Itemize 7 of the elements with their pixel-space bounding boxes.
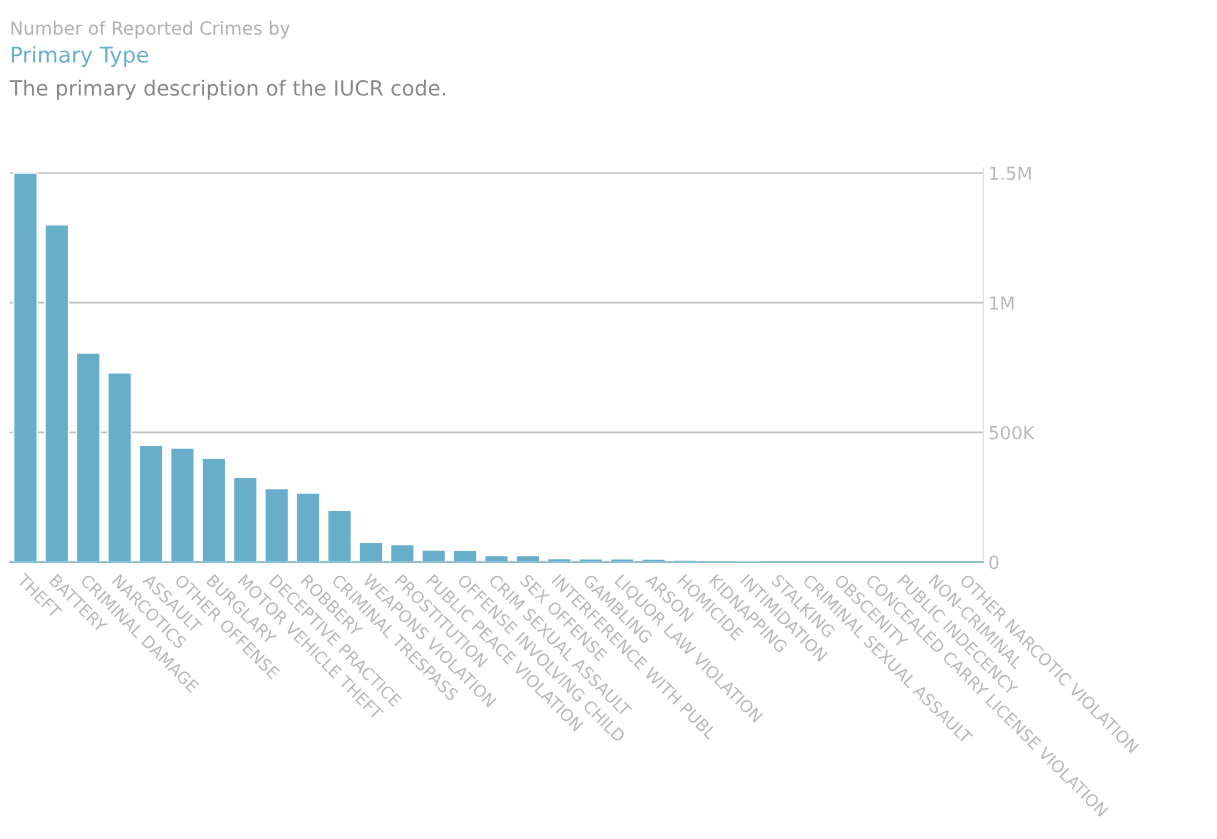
- chart-title: Number of Reported Crimes by: [11, 20, 290, 39]
- y-tick-label: 1M: [990, 296, 1014, 310]
- y-tick-label: 0: [989, 555, 999, 570]
- y-tick-label: 1.5M: [990, 166, 1031, 181]
- chart-subtitle: Primary Type: [11, 46, 149, 67]
- y-tick-label: 500K: [989, 425, 1035, 440]
- text: The primary description of the IUCR code.: [9, 79, 445, 100]
